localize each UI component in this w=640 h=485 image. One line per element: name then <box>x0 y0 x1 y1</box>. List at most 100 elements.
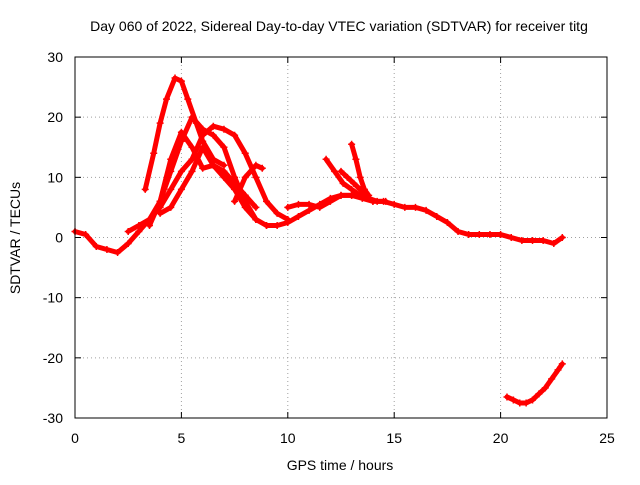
data-point <box>454 227 462 235</box>
data-point <box>350 179 358 187</box>
data-point <box>145 221 153 229</box>
y-tick-label: 10 <box>47 169 63 185</box>
y-tick-label: 30 <box>47 49 63 65</box>
data-point <box>443 218 451 226</box>
data-point <box>382 197 390 205</box>
data-point <box>220 143 228 151</box>
data-point <box>401 203 409 211</box>
data-series-arc-3 <box>141 74 228 193</box>
data-point <box>539 237 547 245</box>
data-point <box>516 399 524 407</box>
data-point <box>241 173 249 181</box>
x-axis-label: GPS time / hours <box>287 457 394 473</box>
data-point <box>241 191 249 199</box>
data-point <box>497 230 505 238</box>
data-point <box>348 140 356 148</box>
data-point <box>554 366 562 374</box>
data-point <box>284 218 292 226</box>
y-tick-label: -30 <box>43 410 63 426</box>
data-point <box>263 197 271 205</box>
data-point <box>411 203 419 211</box>
data-point <box>518 237 526 245</box>
data-point <box>558 234 566 241</box>
y-tick-label: -20 <box>43 350 63 366</box>
data-point <box>241 203 249 211</box>
data-point <box>114 249 122 257</box>
data-point <box>503 393 511 401</box>
data-point <box>252 215 260 223</box>
y-tick-label: 0 <box>55 230 63 246</box>
data-point <box>167 185 175 193</box>
data-point <box>167 203 175 211</box>
data-point <box>343 173 351 181</box>
data-point <box>529 237 537 245</box>
data-series-arc-11 <box>348 140 373 199</box>
data-point <box>199 137 207 145</box>
data-point <box>156 209 164 217</box>
data-point <box>316 203 324 211</box>
data-point <box>156 197 164 205</box>
data-point <box>199 164 207 172</box>
data-point <box>558 360 566 368</box>
data-point <box>199 143 207 151</box>
data-point <box>150 149 158 157</box>
data-point <box>369 197 377 205</box>
data-point <box>305 200 313 208</box>
x-tick-label: 25 <box>599 430 615 446</box>
data-point <box>348 185 356 193</box>
data-point <box>141 185 149 193</box>
data-point <box>550 240 558 248</box>
data-series-arc-7 <box>263 191 566 248</box>
data-point <box>252 161 260 169</box>
data-point <box>92 243 100 251</box>
data-point <box>220 161 228 169</box>
data-point <box>177 77 185 85</box>
y-tick-label: 20 <box>47 109 63 125</box>
data-series-arc-8 <box>284 191 356 211</box>
data-point <box>156 119 164 127</box>
data-point <box>548 375 556 383</box>
data-series-arc-12 <box>503 360 566 407</box>
data-point <box>305 206 313 214</box>
data-point <box>535 390 543 398</box>
data-point <box>184 95 192 103</box>
data-point <box>124 227 132 235</box>
data-point <box>220 125 228 133</box>
data-point <box>465 230 473 238</box>
data-point <box>337 191 345 199</box>
data-point <box>167 155 175 163</box>
data-point <box>188 143 196 151</box>
data-layer <box>71 74 566 407</box>
x-tick-label: 5 <box>178 430 186 446</box>
data-point <box>177 185 185 193</box>
data-point <box>522 399 530 407</box>
chart-title: Day 060 of 2022, Sidereal Day-to-day VTE… <box>90 18 588 34</box>
series-trace <box>232 162 265 204</box>
data-point <box>252 203 260 211</box>
data-point <box>241 149 249 157</box>
data-point <box>529 396 537 404</box>
data-point <box>209 161 217 169</box>
data-point <box>365 191 373 199</box>
data-point <box>475 230 483 238</box>
data-point <box>252 173 260 181</box>
data-point <box>433 212 441 220</box>
data-point <box>486 230 494 238</box>
data-point <box>135 221 143 229</box>
data-point <box>331 167 339 175</box>
data-point <box>171 74 179 82</box>
data-point <box>258 164 266 172</box>
data-point <box>390 200 398 208</box>
data-point <box>348 191 356 199</box>
x-tick-label: 15 <box>386 430 402 446</box>
plot-frame <box>74 56 608 419</box>
y-axis-label: SDTVAR / TECUs <box>7 182 23 294</box>
data-point <box>220 167 228 175</box>
data-series-arc-6 <box>231 161 266 205</box>
data-point <box>231 197 239 205</box>
data-point <box>163 95 171 103</box>
data-point <box>326 197 334 205</box>
data-point <box>273 221 281 229</box>
x-tick-label: 20 <box>493 430 509 446</box>
